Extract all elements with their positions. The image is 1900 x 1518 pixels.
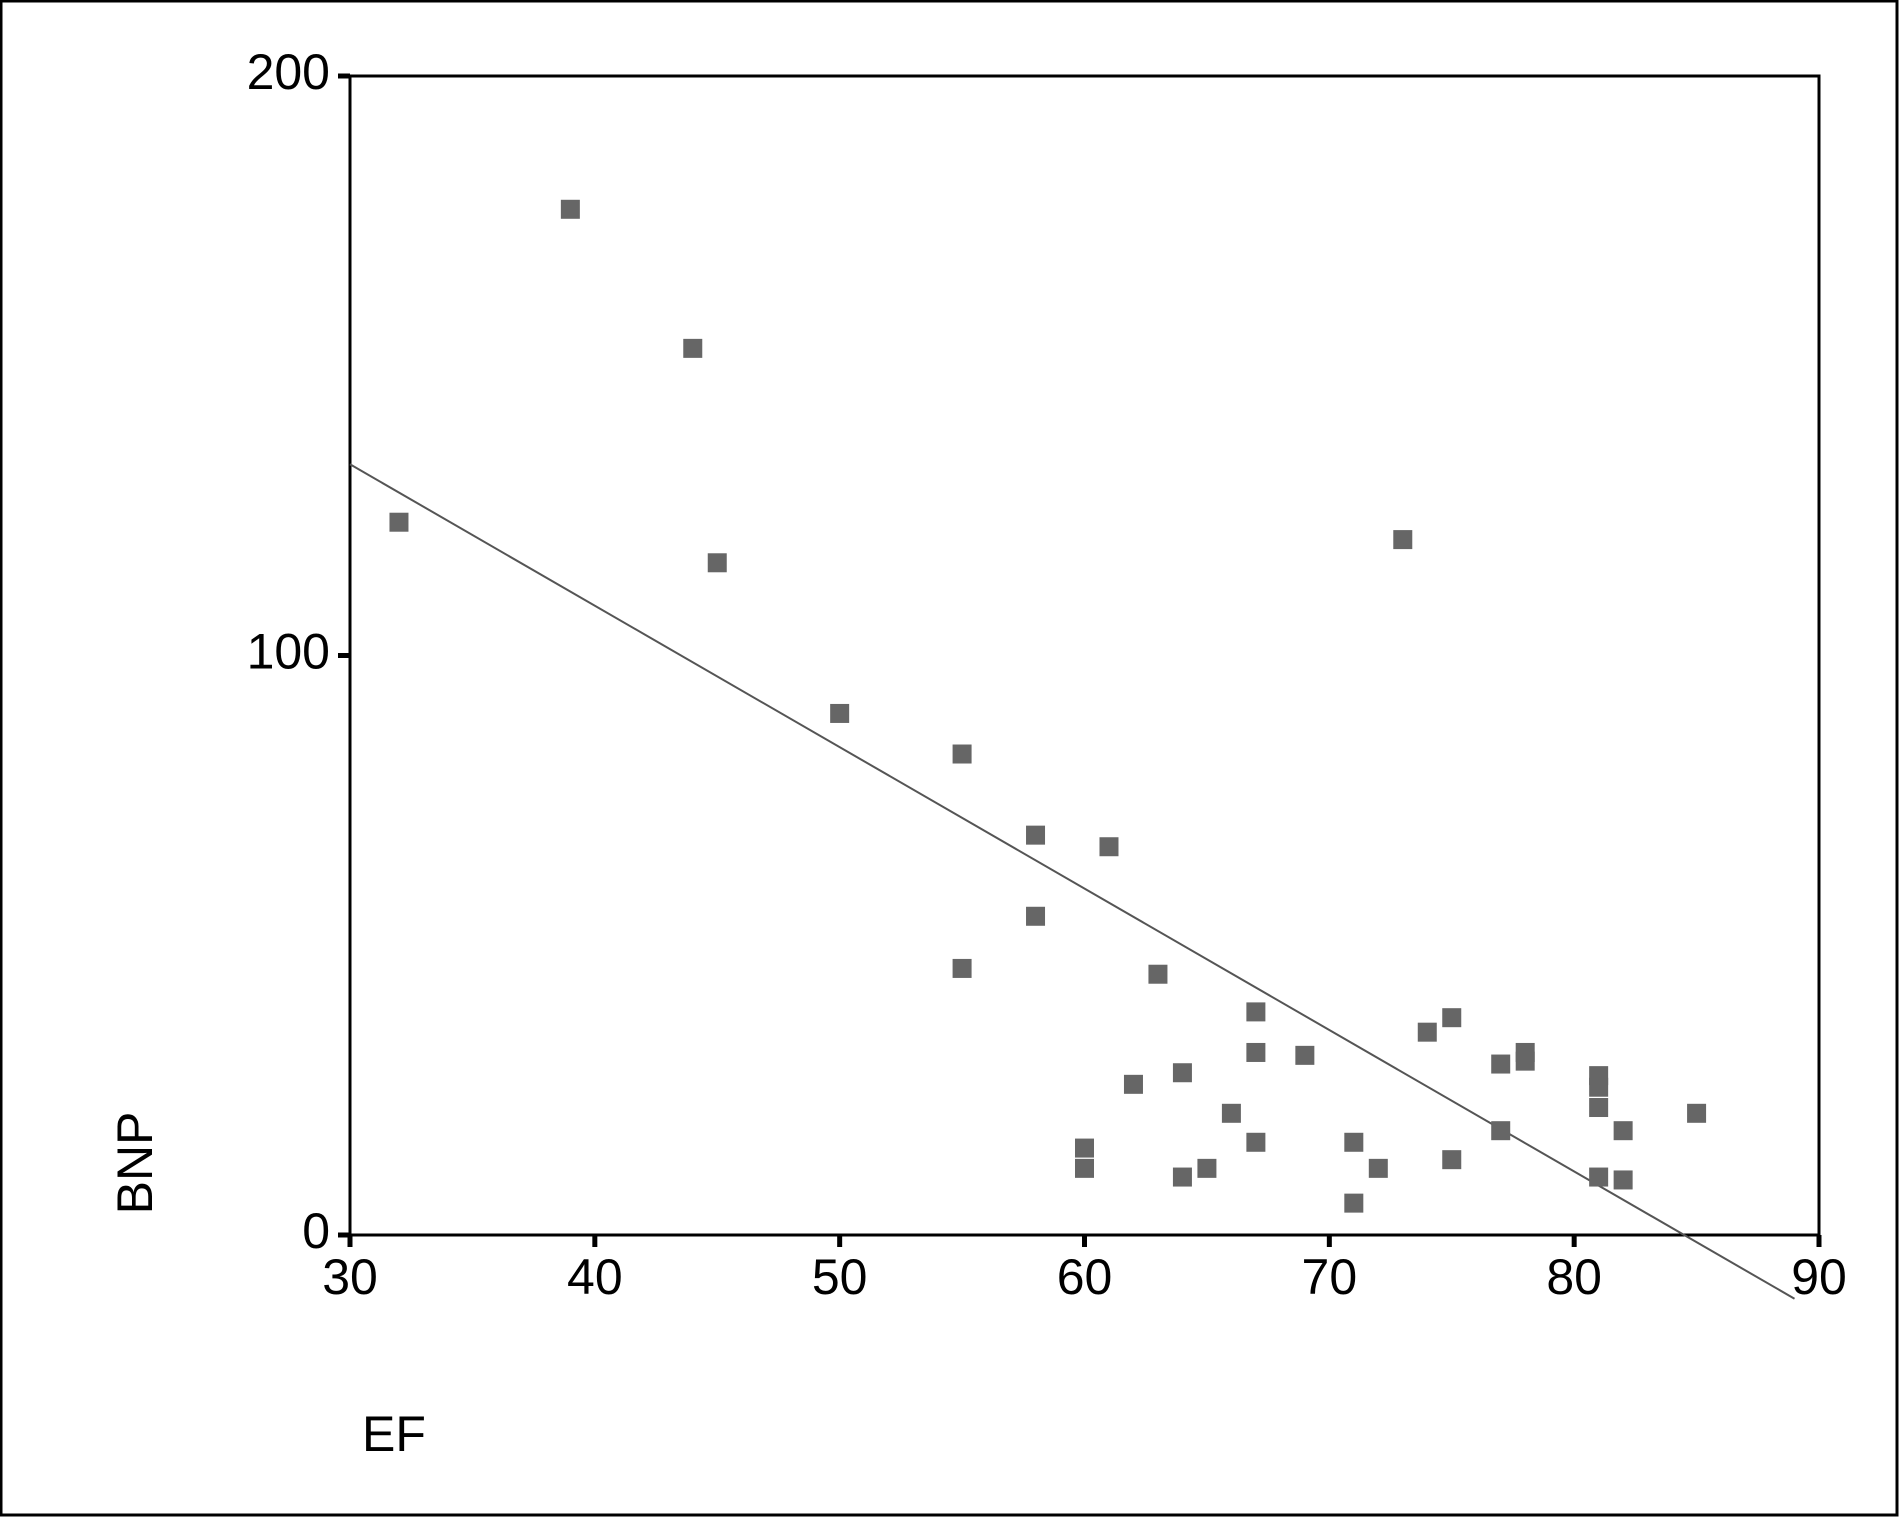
point [1026, 825, 1046, 845]
x-tick-label: 90 [1791, 1249, 1847, 1305]
point [1491, 1121, 1511, 1141]
point [1613, 1121, 1633, 1141]
point [1221, 1103, 1241, 1123]
x-tick-label: 80 [1546, 1249, 1602, 1305]
point [560, 199, 580, 219]
point [952, 744, 972, 764]
y-tick-label: 100 [247, 624, 330, 680]
point [1613, 1170, 1633, 1190]
point [1246, 1042, 1266, 1062]
point [1148, 964, 1168, 984]
y-axis-label: BNP [107, 1112, 163, 1215]
point [1417, 1022, 1437, 1042]
point [1491, 1054, 1511, 1074]
x-tick-label: 40 [567, 1249, 623, 1305]
point [1393, 530, 1413, 550]
point [1344, 1193, 1364, 1213]
point [1197, 1158, 1217, 1178]
point [1246, 1132, 1266, 1152]
x-tick-label: 50 [812, 1249, 868, 1305]
point [1589, 1167, 1609, 1187]
point [1075, 1138, 1094, 1158]
point [1123, 1074, 1143, 1094]
x-tick-label: 30 [322, 1249, 378, 1305]
x-tick-label: 70 [1302, 1249, 1358, 1305]
point [683, 338, 703, 358]
point [952, 958, 972, 978]
point [1172, 1167, 1192, 1187]
point [1442, 1150, 1462, 1170]
y-tick-label: 200 [247, 44, 330, 100]
x-tick-label: 60 [1057, 1249, 1113, 1305]
point [1172, 1063, 1192, 1083]
point [1246, 1002, 1266, 1022]
point [389, 512, 409, 532]
point [1589, 1077, 1609, 1097]
x-axis-label: EF [362, 1406, 426, 1462]
point [1589, 1098, 1609, 1118]
point [1368, 1158, 1388, 1178]
plot-area [348, 74, 1821, 1237]
point [1099, 837, 1119, 857]
point [1026, 906, 1046, 926]
fit-line [349, 463, 1796, 1300]
point [1344, 1132, 1364, 1152]
point [1515, 1051, 1535, 1071]
point [1075, 1158, 1094, 1178]
point [707, 553, 727, 573]
point [1687, 1103, 1707, 1123]
point [830, 703, 850, 723]
point [1442, 1008, 1462, 1028]
point [1295, 1045, 1315, 1065]
y-tick-label: 0 [302, 1203, 330, 1259]
